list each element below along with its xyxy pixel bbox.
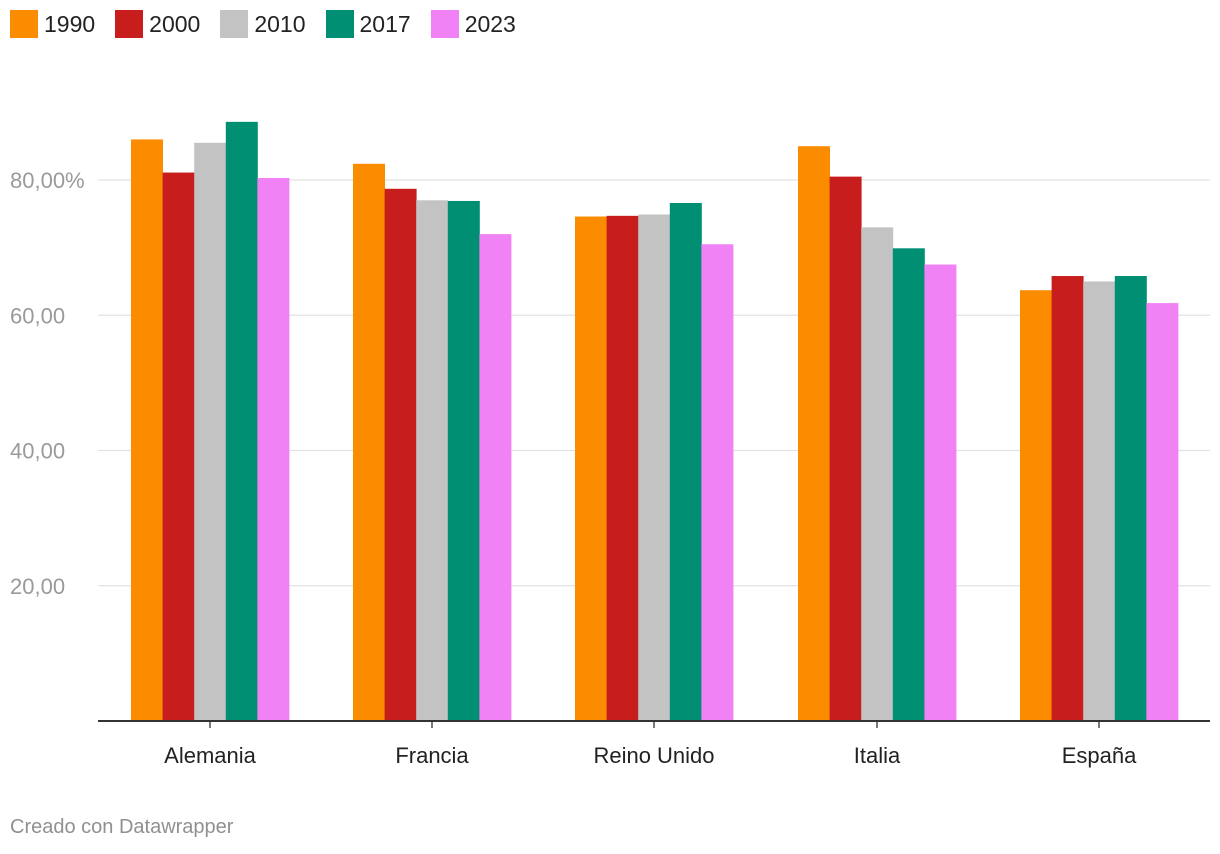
bar-2023-italia [924, 264, 957, 721]
y-tick-label: 80,00% [10, 168, 85, 193]
credit-text: Creado con Datawrapper [10, 816, 234, 838]
bar-2017-reino-unido [669, 202, 702, 721]
x-category-label: España [1062, 743, 1137, 768]
legend-swatch [10, 10, 38, 38]
bar-2010-alemania [194, 142, 227, 721]
legend-swatch [325, 10, 354, 38]
legend-swatch [115, 10, 144, 38]
y-tick-label: 20,00 [10, 574, 65, 599]
legend-item-2023: 2023 [430, 10, 516, 38]
legend-label: 2000 [149, 10, 201, 37]
bar-2017-alemania [225, 121, 258, 721]
bar-2023-españa [1146, 303, 1179, 721]
legend-label: 2017 [359, 10, 411, 37]
legend-item-1990: 1990 [10, 10, 95, 38]
bar-2010-francia [416, 200, 449, 722]
legend-swatch [220, 10, 249, 38]
bar-1990-francia [353, 163, 385, 721]
legend-item-2000: 2000 [115, 10, 200, 38]
bar-2023-francia [479, 234, 512, 721]
legend-swatch [430, 10, 459, 38]
bar-1990-alemania [131, 139, 163, 722]
bar-2017-españa [1114, 276, 1147, 721]
bar-2023-alemania [257, 177, 290, 721]
bar-2000-reino-unido [606, 215, 639, 721]
bar-2010-reino-unido [638, 214, 671, 721]
bar-2017-francia [447, 200, 480, 721]
bar-1990-italia [798, 146, 830, 721]
bar-2000-francia [384, 188, 417, 721]
y-tick-label: 40,00 [10, 439, 65, 464]
legend-label: 2010 [254, 10, 306, 37]
bar-1990-españa [1020, 290, 1052, 721]
bar-2000-españa [1051, 276, 1084, 721]
bar-1990-reino-unido [575, 216, 607, 721]
x-category-label: Italia [854, 743, 901, 768]
legend-item-2010: 2010 [220, 10, 306, 38]
legend-label: 1990 [44, 10, 96, 37]
bar-2000-alemania [162, 172, 195, 721]
legend-item-2017: 2017 [325, 10, 411, 38]
x-category-label: Francia [395, 743, 469, 768]
bar-2010-italia [861, 227, 894, 721]
x-category-label: Reino Unido [593, 743, 714, 768]
y-tick-label: 60,00 [10, 303, 65, 328]
bar-2023-reino-unido [701, 244, 734, 721]
chart-legend: 1990 2000 2010 2017 2023 [10, 10, 516, 38]
bar-2010-españa [1083, 281, 1116, 721]
legend-label: 2023 [464, 10, 516, 37]
bar-2000-italia [829, 176, 862, 721]
x-category-label: Alemania [164, 743, 256, 768]
bar-2017-italia [892, 248, 925, 721]
